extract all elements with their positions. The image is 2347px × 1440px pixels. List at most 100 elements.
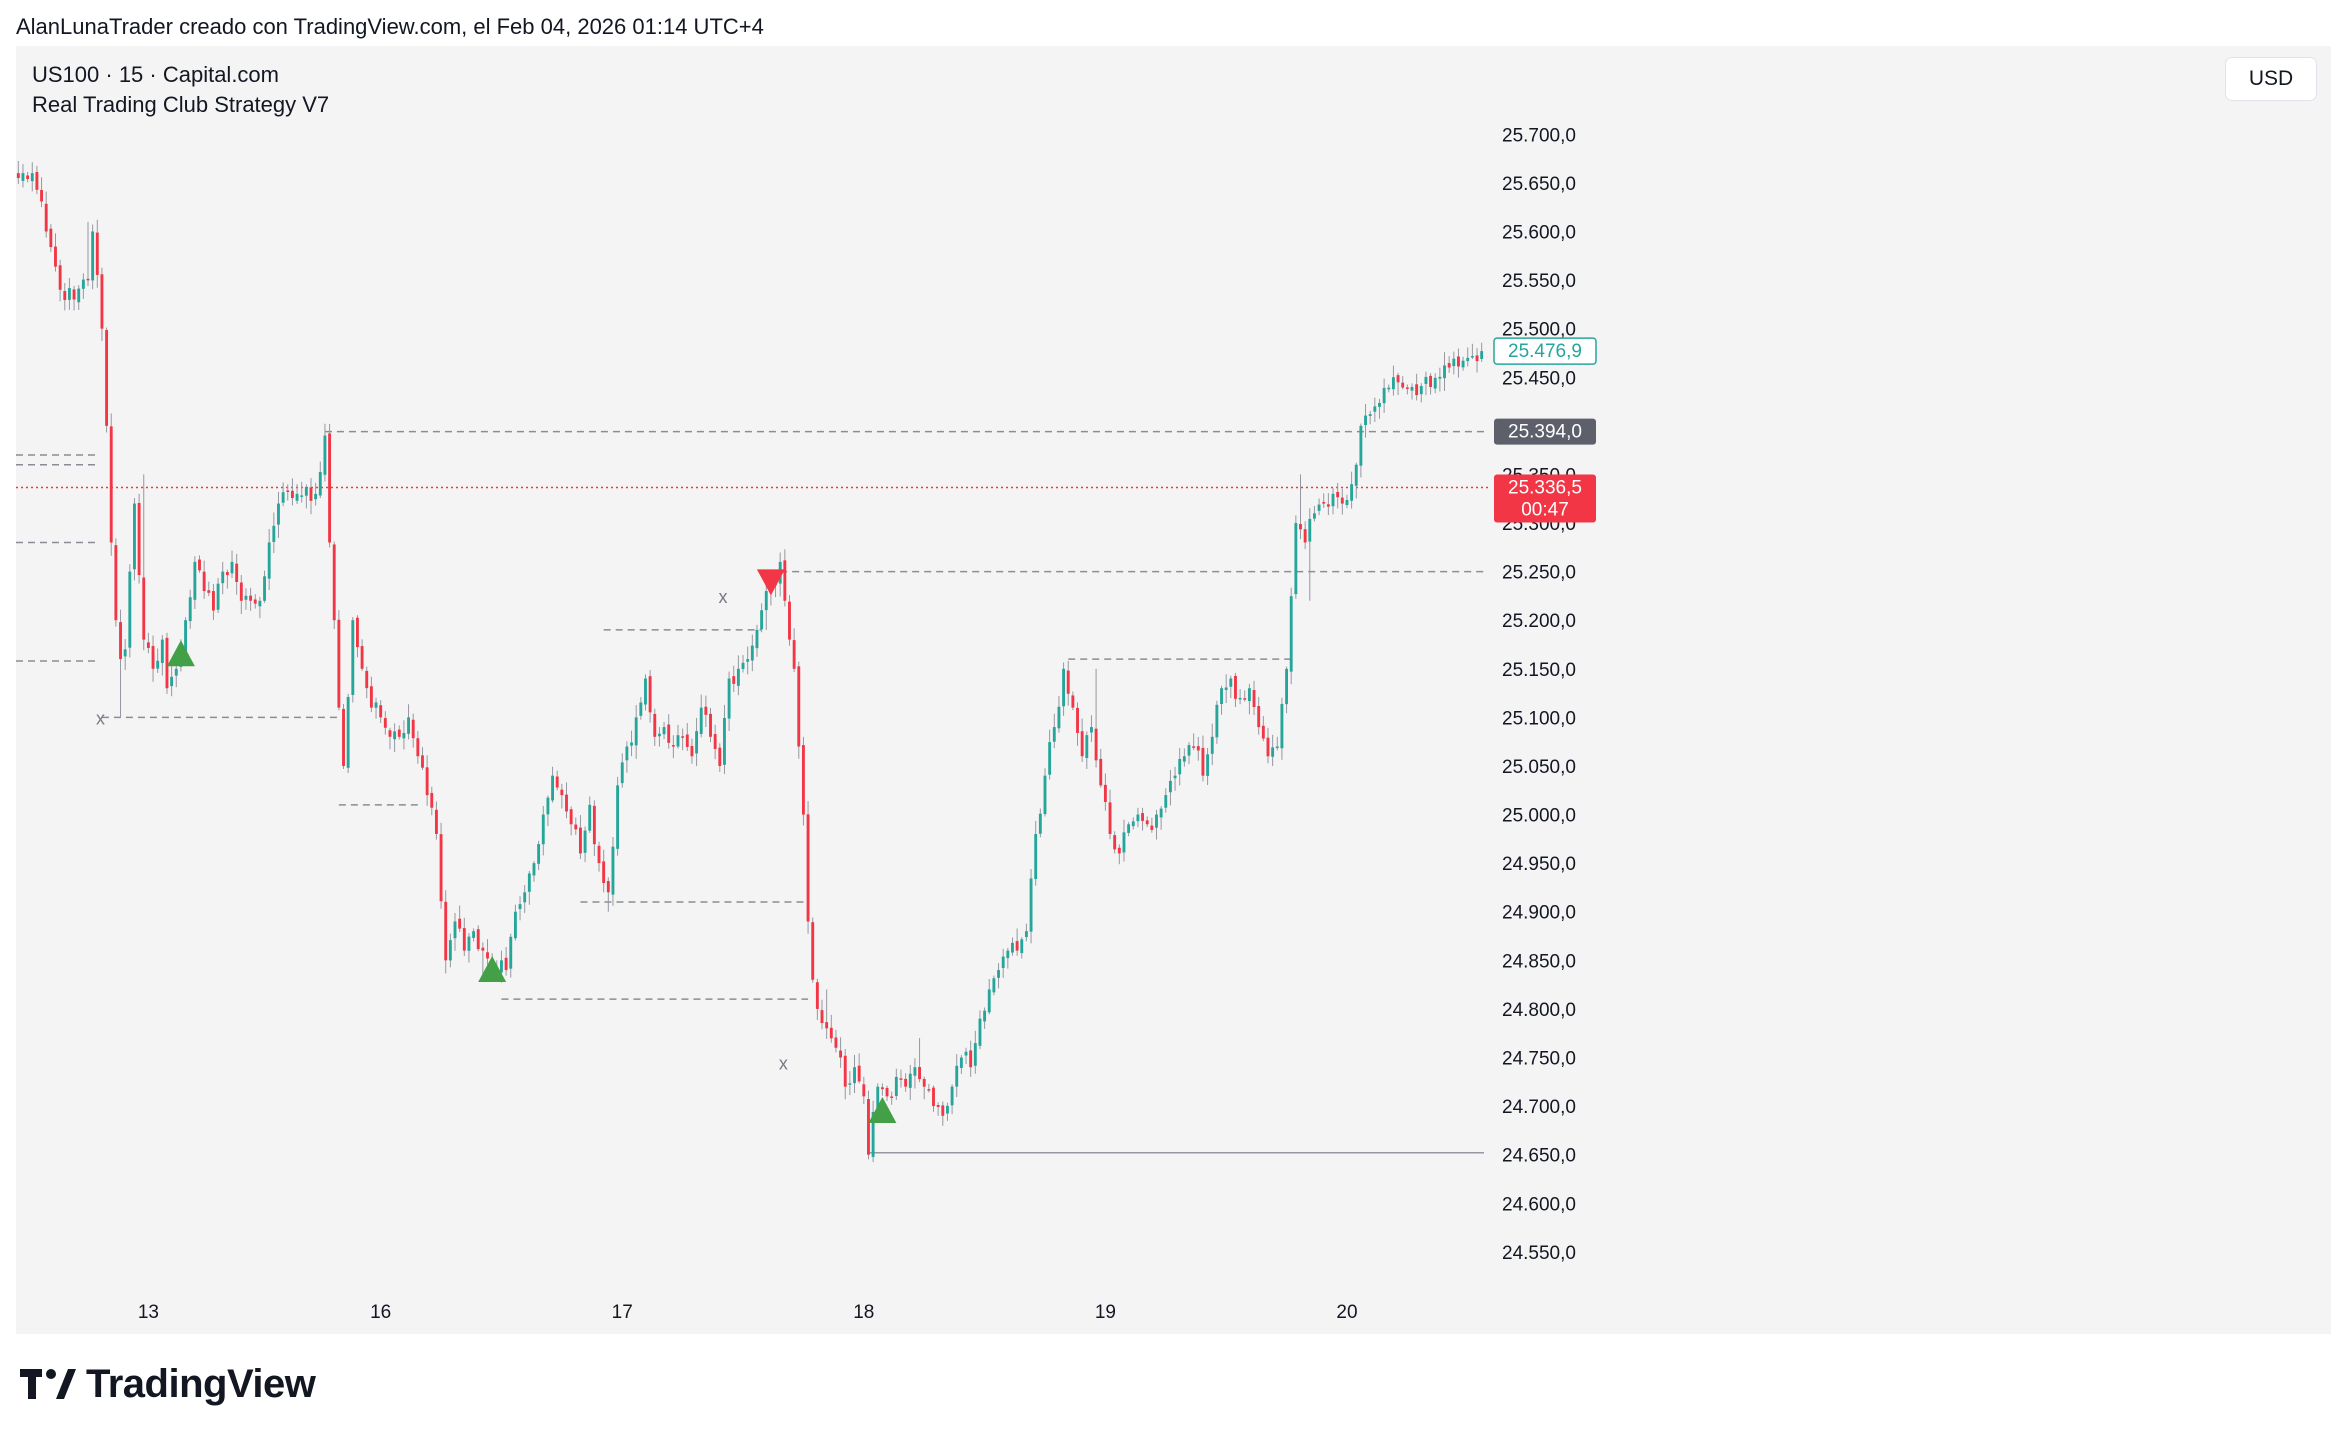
- candle-body: [458, 918, 462, 929]
- candle-body: [277, 503, 280, 525]
- candle-body: [1401, 382, 1405, 388]
- candle-body: [26, 175, 30, 179]
- candle-body: [504, 957, 508, 971]
- candle-body: [825, 1022, 829, 1029]
- candle-body: [964, 1051, 968, 1056]
- candle-body: [583, 830, 587, 853]
- candle-body: [91, 231, 95, 281]
- candle-body: [207, 590, 211, 593]
- candle-body: [1350, 484, 1354, 501]
- candle-body: [109, 426, 113, 543]
- candle-body: [1424, 376, 1428, 384]
- y-tick-label: 25.150,0: [1502, 660, 1576, 681]
- candle-body: [86, 278, 90, 281]
- candle-body: [239, 582, 243, 601]
- candle-body: [244, 595, 248, 600]
- candle-body: [834, 1037, 838, 1048]
- candle-body: [263, 576, 266, 601]
- candle-body: [1145, 820, 1149, 825]
- buy-signal-icon: [868, 1096, 897, 1123]
- candle-body: [49, 228, 53, 248]
- candle-body: [1257, 706, 1261, 728]
- candle-body: [360, 646, 364, 669]
- candle-body: [1275, 746, 1279, 749]
- candle-body: [235, 563, 239, 582]
- candle-body: [40, 189, 43, 202]
- candle-body: [1187, 745, 1191, 756]
- y-tick-label: 25.000,0: [1502, 806, 1576, 827]
- currency-button[interactable]: USD: [2226, 58, 2316, 100]
- candle-body: [397, 729, 401, 737]
- candle-body: [597, 845, 601, 864]
- candle-body: [1034, 833, 1038, 880]
- candle-body: [421, 755, 424, 768]
- candle-body: [950, 1086, 954, 1106]
- candle-body: [323, 435, 327, 475]
- candle-body: [867, 1099, 870, 1155]
- candle-body: [142, 577, 146, 640]
- candle-body: [216, 583, 220, 610]
- candle-body: [662, 727, 666, 735]
- candle-body: [792, 640, 796, 669]
- y-tick-label: 25.500,0: [1502, 320, 1576, 341]
- candle-body: [434, 809, 438, 834]
- candle-body: [332, 544, 336, 621]
- candle-body: [936, 1105, 940, 1107]
- candle-body: [876, 1086, 880, 1110]
- candle-body: [1020, 939, 1024, 954]
- candle-body: [425, 767, 429, 796]
- candle-body: [58, 265, 62, 290]
- candle-body: [1405, 387, 1409, 389]
- footer-logo[interactable]: TradingView: [20, 1362, 316, 1407]
- candle-body: [532, 863, 536, 876]
- y-tick-label: 24.800,0: [1502, 1000, 1576, 1021]
- candle-body: [857, 1065, 861, 1082]
- candle-body: [1447, 363, 1451, 368]
- candle-body: [105, 330, 109, 426]
- candle-body: [713, 734, 717, 749]
- candle-body: [198, 559, 201, 571]
- candle-body: [1322, 501, 1326, 504]
- candle-body: [1364, 415, 1367, 426]
- candle-body: [1429, 375, 1433, 387]
- y-tick-label: 24.650,0: [1502, 1146, 1576, 1167]
- candle-body: [267, 542, 271, 579]
- price-chart[interactable]: x x x 25.700,0 25.650,0 25.600,0 25.550,0 25.5…: [16, 46, 2331, 1334]
- candle-body: [290, 490, 294, 499]
- candle-body: [1326, 504, 1330, 507]
- y-tick-label: 25.450,0: [1502, 368, 1576, 389]
- candle-body: [388, 730, 392, 737]
- candle-body: [1461, 360, 1465, 368]
- candle-body: [843, 1055, 847, 1087]
- candle-body: [555, 776, 559, 788]
- candle-body: [1178, 758, 1182, 775]
- candle-body: [815, 982, 819, 1009]
- candle-body: [1294, 523, 1298, 595]
- candle-body: [1094, 728, 1098, 761]
- candle-body: [1266, 737, 1270, 757]
- candle-body: [732, 676, 736, 684]
- candle-body: [402, 732, 406, 739]
- candle-body: [1317, 504, 1321, 511]
- candle-body: [1359, 425, 1363, 466]
- y-tick-label: 24.550,0: [1502, 1243, 1576, 1264]
- candle-body: [899, 1078, 903, 1080]
- candle-body: [630, 742, 633, 746]
- candle-body: [839, 1050, 843, 1058]
- candle-body: [225, 572, 229, 576]
- candle-body: [77, 288, 81, 303]
- candle-body: [481, 947, 485, 951]
- candle-body: [853, 1067, 856, 1084]
- y-tick-label: 25.550,0: [1502, 271, 1576, 292]
- candle-body: [1220, 688, 1223, 705]
- candle-body: [973, 1043, 977, 1066]
- candle-body: [1261, 725, 1265, 739]
- chart-area[interactable]: x x x 25.700,0 25.650,0 25.600,0 25.550,0 25.5…: [16, 46, 2331, 1334]
- candle-body: [486, 952, 489, 959]
- candle-body: [1201, 747, 1205, 776]
- candle-body: [560, 789, 564, 796]
- candle-body: [272, 525, 276, 542]
- candle-body: [1215, 704, 1219, 738]
- candle-body: [100, 274, 104, 329]
- y-tick-label: 25.600,0: [1502, 222, 1576, 243]
